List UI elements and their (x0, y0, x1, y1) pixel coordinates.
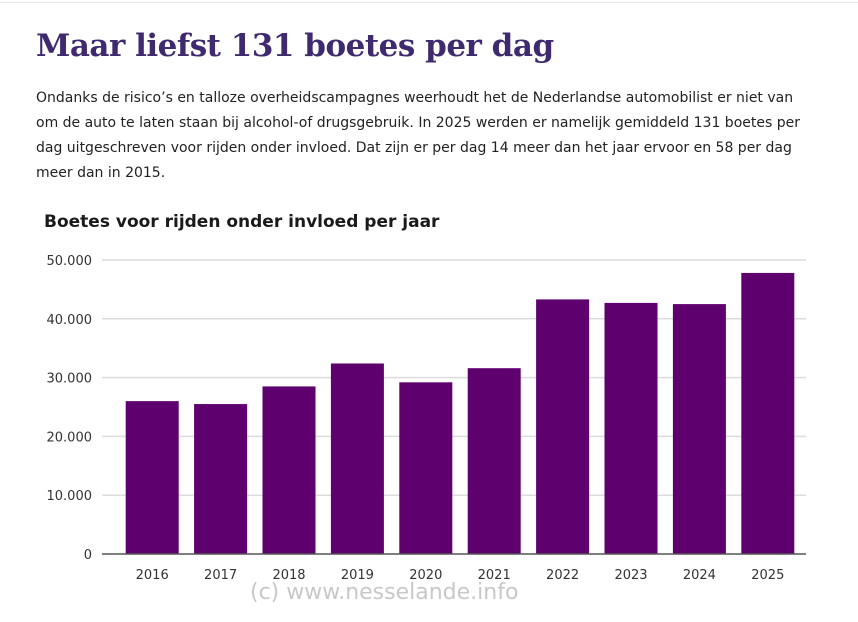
bar-2018[interactable] (262, 386, 316, 554)
bar-2016[interactable] (125, 401, 179, 554)
bar-2017[interactable] (194, 404, 248, 554)
y-tick-label: 10.000 (47, 489, 93, 504)
page-title: Maar liefst 131 boetes per dag (36, 28, 554, 64)
x-tick-label: 2016 (136, 568, 169, 583)
y-tick-label: 0 (84, 548, 92, 563)
x-tick-label: 2025 (751, 568, 784, 583)
bar-2024[interactable] (672, 304, 726, 554)
x-tick-label: 2024 (683, 568, 716, 583)
x-tick-label: 2017 (204, 568, 237, 583)
x-tick-label: 2020 (409, 568, 442, 583)
y-tick-label: 40.000 (47, 313, 93, 328)
watermark: (c) www.nesselande.info (250, 580, 519, 605)
bar-2021[interactable] (467, 368, 521, 554)
top-divider (0, 2, 858, 3)
chart-title: Boetes voor rijden onder invloed per jaa… (44, 212, 440, 232)
bar-2023[interactable] (604, 302, 658, 554)
x-tick-label: 2021 (478, 568, 511, 583)
bar-2020[interactable] (399, 382, 453, 554)
bar-2022[interactable] (536, 299, 590, 554)
x-tick-label: 2019 (341, 568, 374, 583)
bar-2025[interactable] (741, 272, 795, 554)
x-tick-label: 2022 (546, 568, 579, 583)
x-tick-label: 2023 (614, 568, 647, 583)
y-tick-label: 50.000 (47, 254, 93, 269)
x-tick-label: 2018 (272, 568, 305, 583)
bar-2019[interactable] (330, 363, 384, 554)
y-tick-label: 30.000 (47, 372, 93, 387)
intro-paragraph: Ondanks de risico’s en talloze overheids… (36, 90, 800, 181)
y-tick-label: 20.000 (47, 430, 93, 445)
